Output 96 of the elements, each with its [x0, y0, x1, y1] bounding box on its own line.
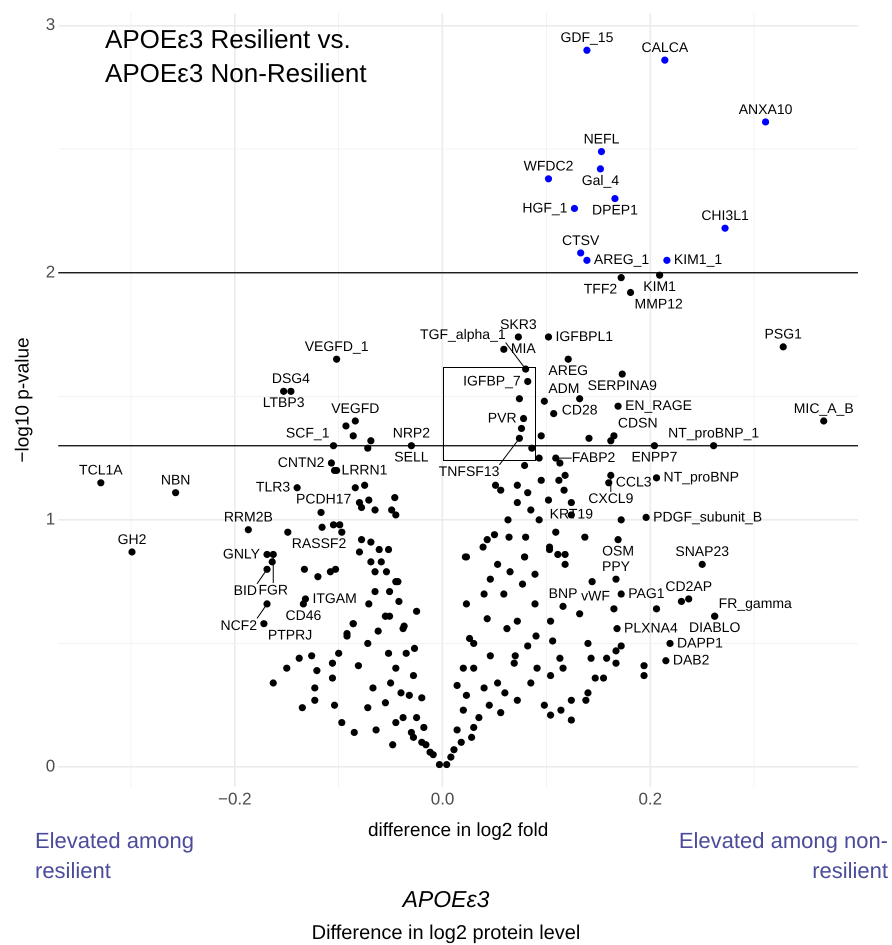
- annotation: MMP12: [634, 295, 683, 312]
- y-tick-label: 0: [46, 756, 56, 776]
- point: [570, 204, 578, 212]
- annotation: TLR3: [256, 478, 290, 495]
- annotation: FGR: [258, 581, 288, 598]
- annotation: IGFBPL1: [555, 328, 614, 344]
- point: [598, 148, 606, 156]
- annotation: NBN: [160, 472, 190, 488]
- annotation: VEGFD_1: [304, 338, 369, 354]
- annotation: BNP: [548, 585, 578, 602]
- annotation: SERPINA9: [588, 376, 658, 393]
- text: Elevated among resilient: [35, 827, 195, 885]
- annotation: CD46: [285, 606, 322, 623]
- annotation: PTPRJ: [268, 626, 312, 643]
- point: [663, 256, 670, 264]
- annotation: MIC_A_B: [794, 400, 854, 416]
- y-axis-title: −log10 p-value: [12, 337, 34, 463]
- annotation: CCL3: [616, 474, 652, 490]
- annotation: CD2AP: [665, 578, 712, 594]
- annotation: SELL: [394, 448, 429, 465]
- annotation: KIM1: [643, 278, 676, 294]
- x-tick-label: 0.0: [430, 790, 454, 809]
- annotation: FABP2: [572, 448, 616, 465]
- annotation: RASSF2: [292, 535, 346, 552]
- annotation: DPEP1: [592, 201, 638, 218]
- annotation: NT_proBNP_1: [668, 424, 760, 441]
- annotation: KIM1_1: [674, 251, 722, 268]
- text: APOEε3: [400, 885, 490, 914]
- y-tick-label: 3: [46, 15, 56, 34]
- annotation: PLXNA4: [624, 619, 678, 636]
- annotation: SCF_1: [286, 424, 330, 441]
- annotation: PSG1: [764, 326, 802, 342]
- annotation: NRP2: [392, 424, 430, 441]
- annotation: CD28: [562, 402, 598, 418]
- annotation: MIA: [510, 340, 536, 356]
- annotation: GNLY: [222, 545, 261, 562]
- annotation: ITGAM: [312, 590, 357, 606]
- annotation: Gal_4: [582, 172, 620, 188]
- point: [762, 118, 770, 126]
- annotation: DIABLO: [688, 619, 740, 636]
- x-axis-title: difference in log2 fold: [368, 820, 548, 841]
- text: Difference in log2 protein level: [310, 921, 582, 945]
- annotation: PDGF_subunit_B: [653, 508, 762, 524]
- point: [583, 46, 591, 54]
- point: [583, 256, 591, 264]
- y-tick-label: 1: [46, 510, 56, 529]
- annotation: DAPP1: [677, 634, 724, 650]
- annotation: CTSV: [562, 232, 600, 248]
- annotation: NT_proBNP: [664, 468, 739, 485]
- annotation: CDSN: [618, 414, 658, 431]
- annotation: AREG: [548, 362, 588, 378]
- y-tick-label: 2: [46, 262, 56, 282]
- annotation: DAB2: [672, 652, 710, 668]
- text: APOEε3 Resilient vs. APOEε3 Non-Resilient: [105, 23, 368, 90]
- annotation: TCL1A: [79, 462, 124, 478]
- annotation: FR_gamma: [718, 595, 792, 612]
- annotation: HGF_1: [522, 199, 568, 216]
- annotation: OSM: [602, 542, 634, 559]
- annotation: CXCL9: [588, 490, 634, 506]
- point: [544, 175, 552, 182]
- point: [721, 224, 729, 232]
- annotation: ANXA10: [738, 100, 793, 117]
- annotation: LTBP3: [262, 394, 305, 410]
- annotation: TFF2: [584, 280, 618, 297]
- annotation: DSG4: [272, 370, 310, 386]
- annotation: PPY: [602, 558, 631, 574]
- annotation: EN_RAGE: [625, 397, 692, 414]
- x-tick-label: 0.2: [638, 790, 662, 809]
- annotation: PAG1: [628, 584, 665, 601]
- annotation: IGFBP_7: [463, 372, 521, 388]
- text: Elevated among non-resilient: [678, 827, 888, 885]
- annotation: BID: [234, 582, 258, 598]
- annotation: vWF: [581, 588, 610, 604]
- annotation: CALCA: [641, 39, 689, 56]
- point: [596, 165, 604, 173]
- annotation: CHI3L1: [701, 207, 750, 224]
- annotation: LRRN1: [342, 461, 388, 478]
- point: [577, 249, 584, 257]
- annotation: TNFSF13: [438, 463, 500, 480]
- annotation: AREG_1: [594, 251, 650, 268]
- annotation: GH2: [118, 530, 147, 547]
- annotation: ENPP7: [631, 448, 678, 465]
- x-tick-label: −0.2: [218, 790, 252, 809]
- annotation: ADM: [548, 380, 580, 396]
- annotation: WFDC2: [524, 158, 574, 174]
- annotation: RRM2B: [224, 508, 273, 525]
- annotation: VEGFD: [331, 400, 380, 416]
- annotation: SNAP23: [675, 543, 730, 560]
- annotation: CNTN2: [278, 454, 325, 470]
- annotation: NCF2: [220, 616, 258, 633]
- point: [611, 194, 619, 202]
- annotation: PCDH17: [296, 490, 352, 507]
- annotation: GDF_15: [560, 29, 614, 46]
- point: [661, 56, 668, 64]
- annotation: PVR: [488, 409, 517, 426]
- annotation: NEFL: [584, 130, 620, 146]
